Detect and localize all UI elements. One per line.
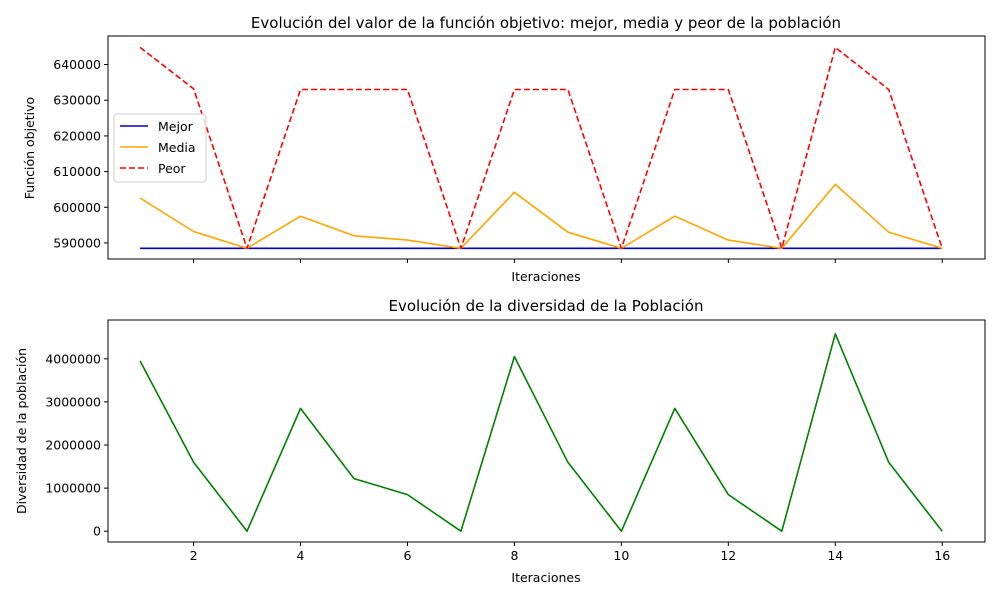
legend-label-mejor: Mejor: [158, 119, 194, 134]
series-line-diversidad: [139, 332, 943, 533]
legend: Mejor Media Peor: [113, 113, 207, 183]
x-tick-label: 10: [613, 548, 629, 563]
y-tick-label: 0: [93, 524, 101, 539]
y-tick-label: 2000000: [45, 438, 101, 453]
objective-chart-title: Evolución del valor de la función objeti…: [251, 14, 841, 32]
objective-chart-xlabel: Iteraciones: [511, 269, 580, 284]
diversity-chart-ticks: 0 1000000 2000000 3000000 4000000 2 4 6 8 10 12 14 1…: [45, 351, 950, 563]
legend-box: [113, 113, 207, 183]
objective-chart-ticks: 590000 600000 610000 620000 630000 640000: [53, 57, 943, 263]
diversity-chart: Evolución de la diversidad de la Poblaci…: [14, 297, 986, 585]
diversity-chart-series: [139, 332, 943, 533]
diversity-chart-frame: [107, 319, 986, 543]
objective-chart-ylabel: Función objetivo: [22, 97, 37, 199]
x-tick-label: 8: [510, 548, 518, 563]
y-tick-label: 4000000: [45, 351, 101, 366]
y-tick-label: 1000000: [45, 481, 101, 496]
series-line-peor: [139, 46, 943, 250]
diversity-chart-ylabel: Diversidad de la población: [14, 348, 29, 514]
y-tick-label: 590000: [53, 235, 101, 250]
objective-chart: Evolución del valor de la función objeti…: [22, 14, 986, 284]
y-tick-label: 600000: [53, 200, 101, 215]
y-tick-label: 3000000: [45, 394, 101, 409]
legend-label-peor: Peor: [158, 161, 186, 176]
diversity-chart-xlabel: Iteraciones: [511, 570, 580, 585]
x-tick-label: 6: [403, 548, 411, 563]
y-tick-label: 630000: [53, 93, 101, 108]
x-tick-label: 12: [720, 548, 736, 563]
x-tick-label: 14: [827, 548, 843, 563]
x-tick-label: 16: [934, 548, 950, 563]
y-tick-label: 640000: [53, 57, 101, 72]
objective-chart-series: [139, 46, 943, 250]
legend-label-media: Media: [158, 140, 196, 155]
y-tick-label: 620000: [53, 128, 101, 143]
y-tick-label: 610000: [53, 164, 101, 179]
x-tick-label: 4: [297, 548, 305, 563]
diversity-chart-title: Evolución de la diversidad de la Poblaci…: [389, 297, 704, 315]
objective-chart-frame: [107, 35, 986, 260]
series-line-media: [139, 183, 943, 250]
x-tick-label: 2: [190, 548, 198, 563]
